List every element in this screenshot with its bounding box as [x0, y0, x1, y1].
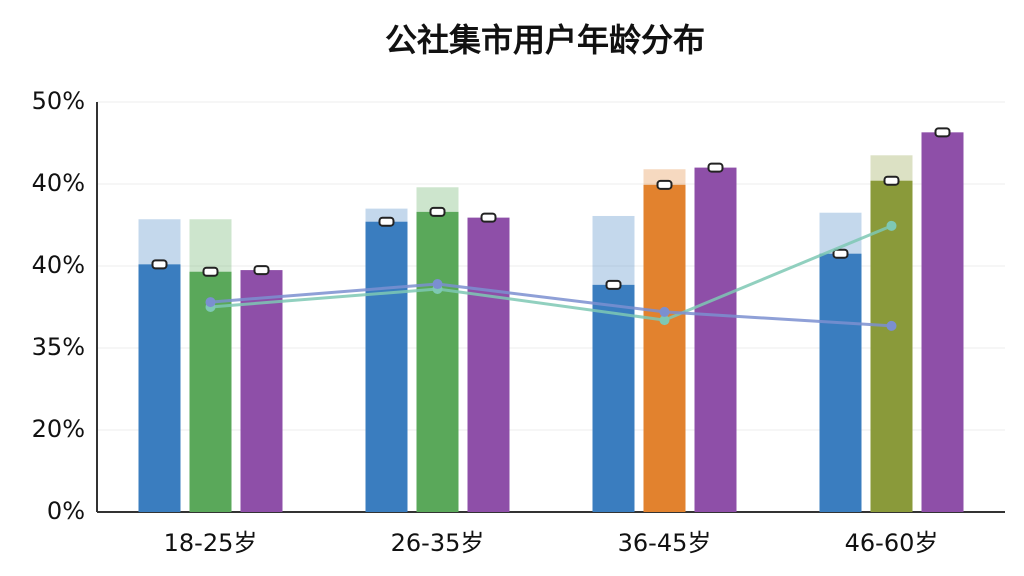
trend-point	[432, 279, 443, 290]
bar	[643, 184, 686, 512]
trend-point	[886, 220, 897, 231]
bar-marker	[202, 266, 219, 277]
bar	[416, 211, 459, 512]
bar	[694, 167, 737, 512]
bar	[870, 180, 913, 512]
y-tick-label: 35%	[32, 333, 85, 361]
y-tick-label: 0%	[47, 497, 85, 525]
x-tick-label: 26-35岁	[391, 529, 485, 557]
trend-point	[659, 315, 670, 326]
x-tick-label: 36-45岁	[618, 529, 712, 557]
y-tick-label: 20%	[32, 415, 85, 443]
bar-marker	[429, 206, 446, 217]
trend-point	[205, 297, 216, 308]
x-tick-label: 18-25岁	[164, 529, 258, 557]
bar	[467, 217, 510, 512]
bar-marker	[253, 265, 270, 276]
bar	[921, 132, 964, 512]
y-tick-label: 40%	[32, 251, 85, 279]
bar	[819, 253, 862, 512]
bar	[240, 270, 283, 512]
bar-marker	[656, 179, 673, 190]
chart-title: 公社集市用户年龄分布	[385, 21, 705, 59]
bar	[138, 264, 181, 512]
bar-marker	[378, 216, 395, 227]
bar-marker	[605, 279, 622, 290]
bar	[592, 284, 635, 512]
trend-line	[210, 224, 893, 322]
bar-marker	[883, 175, 900, 186]
y-tick-label: 40%	[32, 169, 85, 197]
bar	[365, 221, 408, 512]
bar-marker	[832, 248, 849, 259]
y-tick-label: 50%	[32, 87, 85, 115]
trend-line	[210, 282, 892, 328]
x-tick-label: 46-60岁	[845, 529, 939, 557]
bar-marker	[480, 212, 497, 223]
trend-point	[886, 320, 897, 331]
bar-marker	[707, 162, 724, 173]
bar-marker	[934, 127, 951, 138]
trend-point	[659, 306, 670, 317]
bar-marker	[151, 259, 168, 270]
